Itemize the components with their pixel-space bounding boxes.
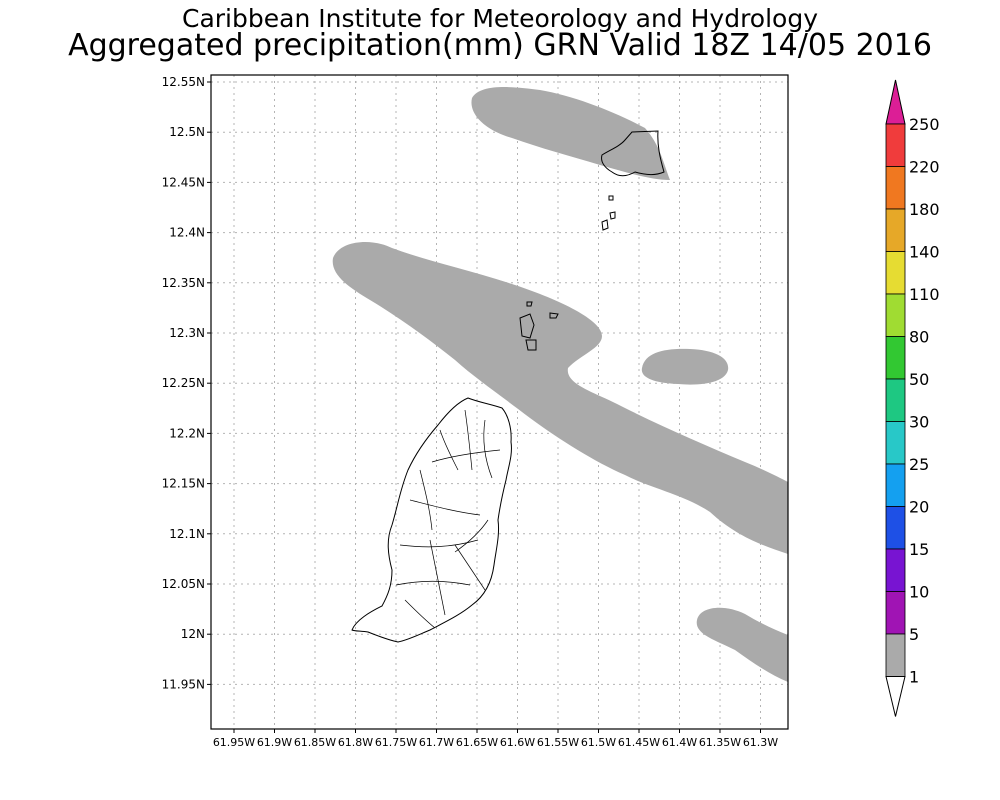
colorbar-segment [885,251,906,295]
rain-areas [332,87,788,682]
island-small-central-1 [519,313,535,339]
colorbar-segment [885,506,906,550]
lat-tick-label: 12.3N [169,326,205,340]
lon-tick-label: 61.85W [294,736,336,749]
rain-area-north [471,87,670,180]
colorbar-segment [885,591,906,635]
lon-tick-label: 61.35W [699,736,741,749]
land-outlines [351,130,665,643]
colorbar-label: 10 [909,583,929,602]
colorbar-segment [885,336,906,380]
colorbar-segment [885,166,906,210]
lon-tick-label: 61.6W [500,736,535,749]
island-small-north-3 [608,195,614,201]
lat-tick-label: 12.45N [162,175,205,189]
map-title-line-1: Caribbean Institute for Meteorology and … [182,4,818,33]
lat-tick-label: 12.05N [162,577,205,591]
lat-tick-label: 12.25N [162,376,205,390]
lon-tick-label: 61.75W [375,736,417,749]
colorbar-label: 80 [909,328,929,347]
island-small-north-1 [601,219,609,231]
latitude-axis: 12.55N 12.5N 12.45N 12.4N 12.35N 12.3N 12.25N 1… [162,75,211,691]
lon-tick-label: 61.55W [537,736,579,749]
lat-tick-label: 12.55N [162,75,205,89]
lat-tick-label: 11.95N [162,677,205,691]
rain-area-east-blob [641,348,729,385]
colorbar-label: 140 [909,243,940,262]
lon-tick-label: 61.3W [743,736,778,749]
longitude-axis: 61.95W 61.9W 61.85W 61.8W 61.75W 61.7W 61.65W 6… [213,729,778,749]
colorbar-label: 30 [909,413,929,432]
lat-tick-label: 12.5N [169,125,205,139]
colorbar-label: 20 [909,498,929,517]
rain-area-central-band [332,242,788,554]
colorbar-label: 250 [909,115,940,134]
lat-tick-label: 12.2N [169,426,205,440]
colorbar-label: 5 [909,625,919,644]
colorbar-segment [885,421,906,465]
colorbar-label: 180 [909,200,940,219]
lon-tick-label: 61.65W [456,736,498,749]
map-frame [210,74,789,730]
lat-tick-label: 12.35N [162,276,205,290]
lon-tick-label: 61.45W [618,736,660,749]
colorbar-bottom-arrow [885,676,906,717]
island-small-central-2 [525,339,537,351]
island-small-central-3 [549,312,559,319]
lon-tick-label: 61.9W [257,736,292,749]
island-carriacou [601,130,665,177]
colorbar-label: 50 [909,370,929,389]
lon-tick-label: 61.8W [338,736,373,749]
colorbar-segment [885,633,906,677]
lat-tick-label: 12.15N [162,477,205,491]
map-title-line-2: Aggregated precipitation(mm) GRN Valid 1… [68,28,932,63]
colorbar-label: 1 [909,668,919,687]
lat-tick-label: 12N [181,627,205,641]
lon-tick-label: 61.95W [213,736,255,749]
colorbar-label: 25 [909,455,929,474]
colorbar-segment [885,293,906,337]
rain-area-southeast [696,607,788,682]
lat-tick-label: 12.1N [169,527,205,541]
lat-tick-label: 12.4N [169,226,205,240]
colorbar-label: 15 [909,540,929,559]
grenada-internal-boundaries [395,409,501,629]
lon-tick-label: 61.7W [419,736,454,749]
precipitation-colorbar: 250 220 180 140 110 80 50 30 25 20 15 10 5 1 [885,79,940,717]
colorbar-label: 110 [909,285,940,304]
colorbar-label: 220 [909,158,940,177]
island-small-north-2 [609,211,616,220]
lon-tick-label: 61.5W [581,736,616,749]
colorbar-segment [885,463,906,507]
island-grenada [351,397,512,643]
colorbar-segment [885,208,906,252]
lon-tick-label: 61.4W [662,736,697,749]
colorbar-top-arrow [885,79,906,125]
colorbar-segment [885,123,906,167]
colorbar-segment [885,548,906,592]
colorbar-segment [885,378,906,422]
island-small-central-4 [526,301,533,307]
